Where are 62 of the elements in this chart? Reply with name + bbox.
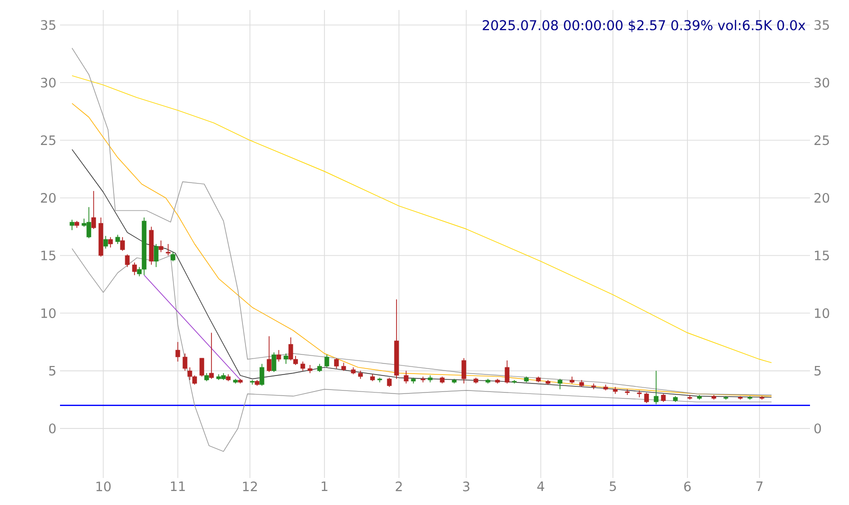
candlestick: [103, 236, 108, 250]
x-tick-label: 2: [396, 482, 402, 492]
y-tick-label: 10: [41, 308, 56, 318]
y-tick-label: 35: [40, 20, 56, 30]
x-tick-label: 1: [322, 482, 328, 491]
candlestick: [276, 350, 282, 362]
candlestick: [504, 360, 510, 384]
x-tick-label: 5: [610, 482, 616, 492]
candlestick: [170, 252, 176, 262]
candlestick: [175, 342, 180, 362]
candlestick: [154, 244, 158, 268]
x-tick-label: 10: [96, 482, 111, 492]
candlestick: [182, 353, 188, 372]
candlestick: [124, 254, 130, 268]
line-series: [72, 75, 772, 364]
candlestick: [644, 392, 649, 404]
y2-tick-label: 15: [814, 250, 829, 260]
line-series: [72, 48, 772, 396]
y-tick-label: 25: [40, 135, 56, 146]
candlestick: [334, 358, 339, 369]
candlestick: [132, 262, 137, 276]
candlestick: [462, 358, 466, 384]
x-tick-label: 6: [684, 482, 691, 492]
x-tick-label: 3: [463, 482, 470, 492]
text: 2025.07.08 00:00:00 $2.57 0.39% vol:6.5K 0.0x: [482, 20, 806, 32]
candlestick: [91, 190, 96, 230]
y2-tick-label: 20: [814, 192, 830, 203]
candlestick: [387, 377, 392, 388]
y2-tick-label: 10: [814, 308, 830, 318]
candlestick: [166, 244, 170, 256]
line-series: [72, 103, 772, 397]
x-tick-label: 12: [243, 482, 257, 492]
y2-tick-label: 25: [814, 135, 829, 146]
candlestick: [70, 219, 74, 231]
candlestick: [158, 240, 164, 252]
y-tick-label: 20: [40, 192, 56, 203]
candlestick: [324, 354, 330, 368]
x-tick-label: 7: [756, 482, 763, 491]
line-series: [72, 149, 772, 398]
y-tick-label: 30: [40, 78, 56, 88]
candlestick: [272, 352, 276, 372]
candlestick: [260, 363, 264, 386]
candlestick: [558, 378, 562, 390]
y2-tick-label: 35: [814, 20, 829, 30]
candlestick: [115, 234, 120, 244]
candlestick: [404, 370, 408, 384]
y2-tick-label: 30: [814, 78, 830, 88]
candlestick: [200, 358, 204, 377]
candlestick: [108, 236, 113, 248]
candlestick: [284, 353, 288, 364]
y2-tick-label: 5: [814, 366, 821, 376]
candlestick: [120, 236, 125, 252]
candlestick: [266, 336, 272, 372]
candlestick: [654, 370, 658, 405]
candlestick: [209, 332, 214, 380]
y2-tick-label: 0: [814, 424, 821, 434]
y-tick-label: 15: [41, 250, 56, 260]
y-tick-label: 0: [49, 424, 56, 434]
x-tick-label: 4: [537, 482, 544, 491]
candlestick: [300, 361, 306, 372]
x-tick-label: 11: [170, 482, 185, 491]
y-tick-label: 5: [49, 366, 56, 376]
